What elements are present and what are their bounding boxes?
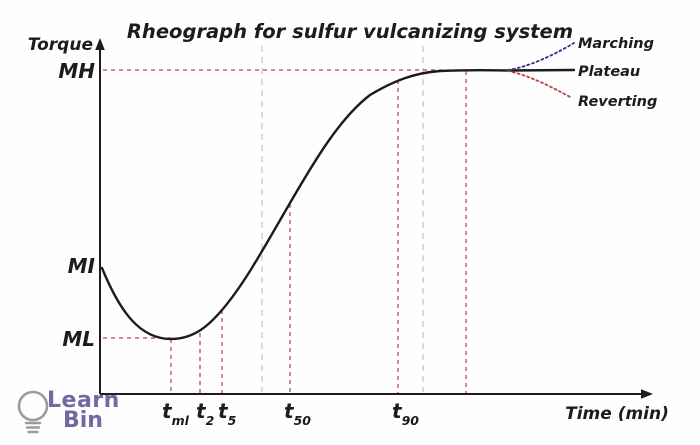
logo-text-learn: Learn [47,388,120,413]
marker-mi: MI [68,254,96,278]
x-axis-label: Time (min) [565,404,669,424]
red-vertical-guides [170,71,467,393]
marching-branch-line [507,42,575,71]
chart-title: Rheograph for sulfur vulcanizing system [127,20,573,43]
tick-t90: t90 [392,399,419,428]
reverting-branch-line [507,70,573,99]
logo-text-bin: Bin [63,408,103,433]
tick-t50: t50 [284,399,311,428]
tick-t5: t5 [218,399,237,428]
reverting-label: Reverting [578,94,657,110]
tick-tml: tml [162,399,190,428]
y-axis-label: Torque [28,35,93,55]
red-horizontal-guides [103,69,470,339]
x-axis-arrow-icon [641,389,653,399]
lightbulb-icon [17,390,49,434]
marching-label: Marching [578,36,654,52]
cure-curve [100,68,576,341]
learnbin-logo: Learn Bin [10,380,140,442]
marker-ml: ML [62,327,95,351]
plateau-label: Plateau [578,64,640,80]
y-axis-arrow-icon [95,38,105,50]
marker-mh: MH [58,59,95,83]
tick-t2: t2 [196,399,214,428]
gray-guide-lines [261,46,424,392]
